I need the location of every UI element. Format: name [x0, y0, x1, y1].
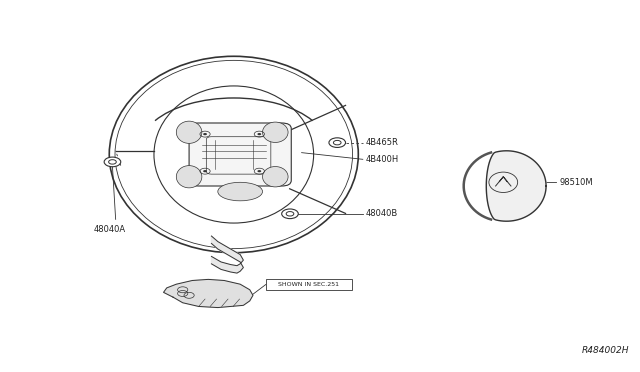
- Circle shape: [282, 209, 298, 219]
- Bar: [266, 279, 352, 290]
- Polygon shape: [164, 279, 253, 308]
- Circle shape: [104, 157, 121, 167]
- Circle shape: [203, 133, 207, 135]
- Text: SHOWN IN SEC.251: SHOWN IN SEC.251: [278, 282, 339, 287]
- Text: 4B465R: 4B465R: [366, 138, 399, 147]
- Text: 4B400H: 4B400H: [366, 155, 399, 164]
- FancyBboxPatch shape: [189, 123, 291, 186]
- Ellipse shape: [176, 121, 202, 143]
- Text: 48040B: 48040B: [366, 209, 398, 218]
- Ellipse shape: [218, 182, 262, 201]
- Polygon shape: [211, 236, 243, 273]
- Ellipse shape: [176, 166, 202, 188]
- Circle shape: [203, 170, 207, 172]
- Text: 98510M: 98510M: [559, 178, 593, 187]
- Text: R484002H: R484002H: [582, 346, 630, 355]
- Ellipse shape: [262, 122, 288, 142]
- Circle shape: [257, 133, 261, 135]
- Text: 48040A: 48040A: [93, 225, 125, 234]
- Circle shape: [329, 138, 346, 147]
- Ellipse shape: [262, 167, 288, 187]
- Polygon shape: [486, 151, 546, 221]
- Circle shape: [257, 170, 261, 172]
